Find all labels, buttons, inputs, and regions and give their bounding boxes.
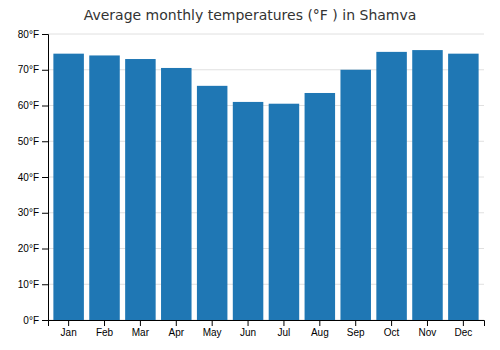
tick-label: 60°F bbox=[18, 100, 39, 111]
tick-mark bbox=[42, 249, 48, 250]
bar bbox=[89, 55, 120, 320]
tick-mark bbox=[212, 320, 213, 326]
grid-line bbox=[48, 34, 484, 35]
title: Average monthly temperatures (°F ) in Sh… bbox=[84, 7, 417, 23]
bar bbox=[53, 54, 84, 320]
tick: 20°F bbox=[18, 243, 48, 254]
tick: 80°F bbox=[18, 29, 48, 40]
tick-label: Jul bbox=[278, 327, 291, 338]
tick: Nov bbox=[419, 320, 437, 338]
axis-line bbox=[42, 35, 49, 321]
bar bbox=[448, 54, 479, 320]
tick: Apr bbox=[169, 320, 185, 338]
tick: Jan bbox=[61, 320, 77, 338]
chart: Average monthly temperatures (°F ) in Sh… bbox=[0, 0, 500, 350]
tick: 70°F bbox=[18, 64, 48, 75]
tick-mark bbox=[42, 34, 48, 35]
tick-label: 40°F bbox=[18, 172, 39, 183]
tick-label: May bbox=[203, 327, 222, 338]
tick-mark bbox=[248, 320, 249, 326]
tick: 10°F bbox=[18, 279, 48, 290]
tick: Feb bbox=[96, 320, 114, 338]
tick-mark bbox=[176, 320, 177, 326]
bar bbox=[233, 102, 264, 320]
tick: 60°F bbox=[18, 100, 48, 111]
tick-mark bbox=[427, 320, 428, 326]
tick-label: 70°F bbox=[18, 64, 39, 75]
tick: May bbox=[203, 320, 222, 338]
bar bbox=[376, 52, 407, 320]
tick-mark bbox=[355, 320, 356, 326]
tick-label: Mar bbox=[132, 327, 150, 338]
tick-label: 30°F bbox=[18, 207, 39, 218]
tick: Oct bbox=[384, 320, 400, 338]
tick-label: 0°F bbox=[23, 315, 39, 326]
tick-label: Sep bbox=[347, 327, 365, 338]
bar bbox=[269, 104, 300, 320]
tick-mark bbox=[283, 320, 284, 326]
plot: 0°F 10°F 20°F 30°F 40°F 50°F 60°F 70°F 80°F Jan Fe… bbox=[18, 29, 485, 338]
tick: Dec bbox=[454, 320, 472, 338]
bar bbox=[161, 68, 192, 320]
axis-line bbox=[49, 321, 485, 327]
tick-label: Oct bbox=[384, 327, 400, 338]
tick-mark bbox=[42, 141, 48, 142]
tick-mark bbox=[104, 320, 105, 326]
tick-mark bbox=[319, 320, 320, 326]
bar bbox=[340, 70, 371, 320]
tick-label: Dec bbox=[454, 327, 472, 338]
bar bbox=[197, 86, 228, 320]
tick-mark bbox=[68, 320, 69, 326]
tick-label: Jun bbox=[240, 327, 256, 338]
tick: Jun bbox=[240, 320, 256, 338]
tick-label: 50°F bbox=[18, 136, 39, 147]
x-axis: Jan Feb Mar Apr May Jun Jul Aug Sep Oct Nov Dec bbox=[49, 320, 485, 338]
bars bbox=[53, 50, 478, 320]
tick-mark bbox=[42, 320, 48, 321]
tick: Sep bbox=[347, 320, 365, 338]
tick-mark bbox=[42, 70, 48, 71]
tick-label: Feb bbox=[96, 327, 114, 338]
tick-label: 20°F bbox=[18, 243, 39, 254]
tick-label: Nov bbox=[419, 327, 437, 338]
tick-mark bbox=[42, 213, 48, 214]
tick: Jul bbox=[278, 320, 291, 338]
tick-label: Aug bbox=[311, 327, 329, 338]
bar bbox=[412, 50, 443, 320]
tick: 50°F bbox=[18, 136, 48, 147]
tick: Aug bbox=[311, 320, 329, 338]
tick-mark bbox=[391, 320, 392, 326]
tick-mark bbox=[42, 284, 48, 285]
bar bbox=[125, 59, 156, 320]
tick-mark bbox=[42, 106, 48, 107]
tick: 40°F bbox=[18, 172, 48, 183]
tick-mark bbox=[42, 177, 48, 178]
tick-mark bbox=[140, 320, 141, 326]
tick: 0°F bbox=[23, 315, 48, 326]
tick-label: 10°F bbox=[18, 279, 39, 290]
tick: 30°F bbox=[18, 207, 48, 218]
bar bbox=[305, 93, 336, 320]
tick-label: Jan bbox=[61, 327, 77, 338]
y-axis: 0°F 10°F 20°F 30°F 40°F 50°F 60°F 70°F 80°F bbox=[18, 29, 49, 326]
grid bbox=[48, 34, 484, 320]
tick-label: 80°F bbox=[18, 29, 39, 40]
tick: Mar bbox=[132, 320, 150, 338]
tick-mark bbox=[463, 320, 464, 326]
tick-label: Apr bbox=[169, 327, 185, 338]
